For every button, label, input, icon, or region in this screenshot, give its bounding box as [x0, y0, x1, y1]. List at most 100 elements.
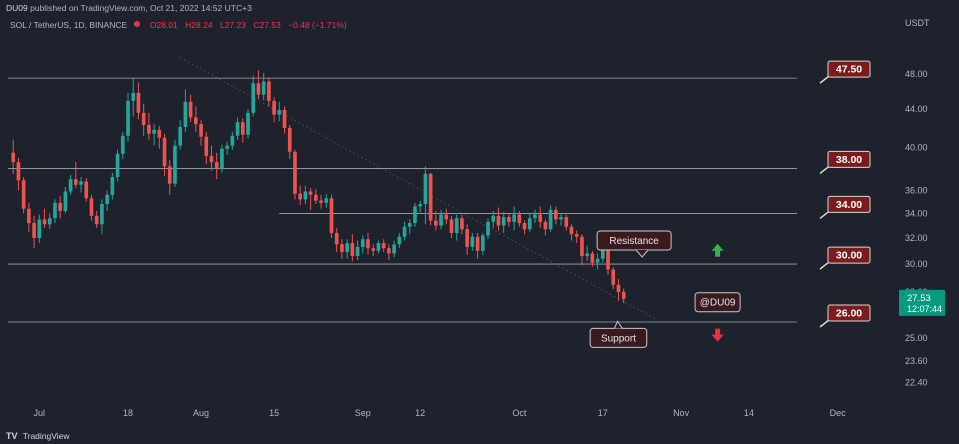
x-tick-label: 14 [744, 408, 754, 418]
candle-body [606, 248, 610, 270]
candle [434, 211, 438, 231]
candle-body [94, 215, 99, 225]
candle-body [58, 202, 63, 212]
price-change: −0.48 (−1.71%) [288, 20, 347, 30]
candle [115, 149, 120, 182]
candle [53, 199, 57, 224]
candle [585, 245, 589, 262]
candle [287, 125, 292, 159]
ohlc-open: O28.01 [149, 20, 178, 30]
candle-body [475, 236, 480, 251]
candle [371, 244, 376, 257]
candle-body [402, 226, 407, 237]
candle-body [100, 204, 104, 225]
candle-body [136, 92, 141, 113]
level-tag-box [827, 304, 871, 322]
candle-body [53, 202, 57, 219]
candle-body [465, 229, 469, 247]
candle-body [314, 194, 318, 201]
candle [543, 219, 548, 236]
candle [496, 207, 501, 231]
candle [366, 232, 370, 255]
candle-body [115, 153, 120, 178]
candle-body [559, 217, 563, 220]
candle-body [407, 223, 412, 227]
candle [507, 213, 511, 227]
candle [460, 214, 464, 235]
candle-body [580, 236, 584, 257]
candle-body [413, 206, 417, 224]
candle [360, 235, 365, 254]
ohlc-close: C27.53 [253, 20, 281, 30]
candle-body [246, 112, 250, 135]
candle [616, 279, 621, 301]
candle [611, 266, 616, 290]
candle-body [569, 226, 574, 235]
candle [486, 218, 490, 240]
candle [225, 141, 229, 155]
level-tag-box [827, 195, 871, 213]
candle-body [37, 219, 42, 238]
candle [470, 232, 475, 251]
candle [272, 97, 276, 123]
callout-pointer [635, 249, 649, 258]
candle-body [194, 117, 198, 125]
footer-brand: TV TradingView [6, 431, 70, 441]
y-tick-label: 34.00 [905, 208, 928, 218]
candle-body [47, 218, 52, 225]
candle-body [366, 239, 370, 249]
x-tick-label: Jul [34, 408, 46, 418]
candle [204, 131, 209, 165]
candle [256, 70, 261, 100]
candle [147, 112, 151, 140]
candle-body [256, 83, 261, 95]
candle [533, 209, 537, 224]
candle [68, 174, 73, 195]
downtrend-line [179, 56, 656, 320]
candle-body [204, 136, 209, 156]
candle [16, 157, 21, 191]
market-status-dot-icon [133, 21, 140, 27]
candle [324, 193, 329, 208]
candle [11, 139, 16, 174]
candle [126, 92, 130, 142]
candle-body [277, 110, 282, 115]
candle-body [27, 208, 31, 224]
candle [314, 189, 318, 205]
currency-label: USDT [905, 18, 930, 28]
candle-body [120, 135, 125, 154]
candle-body [345, 243, 349, 253]
candle-body [392, 244, 396, 254]
candle-body [611, 269, 616, 285]
candle [136, 82, 141, 120]
candle-body [360, 239, 365, 247]
candle-body [267, 81, 271, 101]
candle-body [522, 223, 527, 230]
candle [220, 144, 224, 173]
candle-body [110, 177, 115, 195]
candle-body [157, 129, 162, 138]
candle [595, 253, 600, 270]
level-tag: 38.00 [819, 150, 871, 175]
candle [418, 200, 423, 213]
candle-body [376, 243, 381, 251]
level-tag: 30.00 [819, 246, 871, 270]
candle-body [439, 214, 443, 226]
candle-body [303, 191, 308, 200]
candle-body [564, 217, 569, 227]
candle-body [600, 248, 605, 259]
candle-body [595, 258, 600, 263]
candle [214, 152, 219, 180]
candle [84, 178, 89, 202]
candle [74, 162, 78, 189]
candle [517, 211, 522, 227]
candle [141, 103, 146, 136]
candle-body [16, 162, 21, 181]
candle-body [173, 145, 177, 184]
candle [397, 232, 402, 249]
candle [37, 214, 42, 244]
candle-body [178, 126, 183, 146]
callout-text: Resistance [609, 236, 659, 247]
footer-brand-text: TradingView [22, 431, 70, 441]
